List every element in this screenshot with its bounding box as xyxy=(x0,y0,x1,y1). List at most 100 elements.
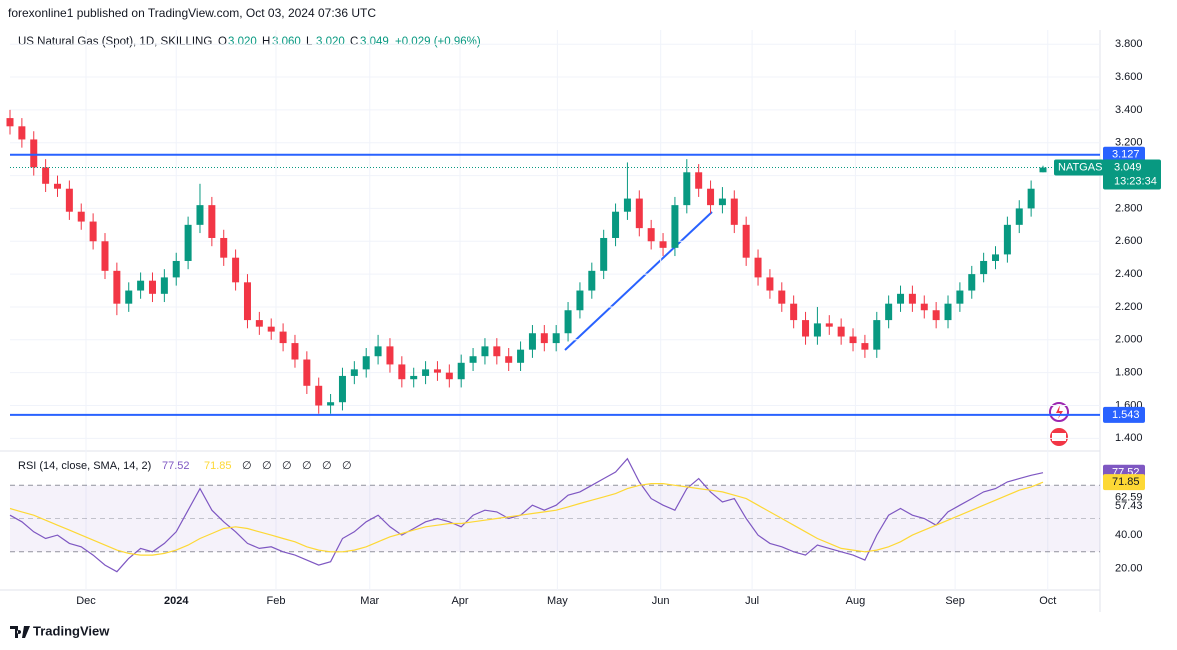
candle-body xyxy=(980,260,988,275)
candle-body xyxy=(89,221,97,242)
candle-body xyxy=(576,290,584,311)
x-tick-label: 2024 xyxy=(164,595,189,607)
indicator-value: 77.52 xyxy=(162,460,190,472)
candle-body xyxy=(208,205,216,238)
y-tick-label: 1.400 xyxy=(1115,432,1143,444)
x-tick-label: Feb xyxy=(266,595,285,607)
indicator-symbol: ∅ xyxy=(282,460,292,472)
candle-body xyxy=(992,254,1000,261)
candle-body xyxy=(410,375,418,380)
candle-body xyxy=(825,323,833,327)
countdown: 13:23:34 xyxy=(1114,175,1157,187)
candle-body xyxy=(303,359,311,386)
candle-body xyxy=(1003,224,1011,255)
candle-body xyxy=(695,172,703,189)
candle-body xyxy=(861,343,869,350)
x-tick-label: Apr xyxy=(451,595,468,607)
alert-icons xyxy=(1049,402,1069,446)
rsi-band-fill xyxy=(10,485,1100,552)
candle-body xyxy=(398,364,406,380)
candle-body xyxy=(1027,188,1035,209)
indicator-value: 71.85 xyxy=(204,460,232,472)
indicator-symbol: ∅ xyxy=(302,460,312,472)
y-tick-label: 2.000 xyxy=(1115,334,1143,346)
candle-body xyxy=(635,198,643,229)
level-label-bg xyxy=(1103,146,1145,163)
candle-body xyxy=(445,372,453,380)
candle-body xyxy=(125,290,133,304)
candle-body xyxy=(754,257,762,278)
indicator-axis-label: 71.85 xyxy=(1112,476,1140,488)
y-tick-label: 3.600 xyxy=(1115,71,1143,83)
ohlc-legend: O 3.020 H 3.060 L 3.020 C 3.049 xyxy=(218,36,389,48)
candle-body xyxy=(422,369,430,376)
candle-body xyxy=(469,356,477,363)
y-tick-label: 3.800 xyxy=(1115,38,1143,50)
candle-body xyxy=(172,260,180,278)
symbol-tag-bg xyxy=(1054,159,1104,176)
candle-body xyxy=(1039,167,1047,173)
candle-body xyxy=(873,320,881,350)
level-label-bg xyxy=(1103,406,1145,423)
level-label: 3.127 xyxy=(1112,149,1140,161)
candle-body xyxy=(243,282,251,321)
candle-body xyxy=(113,270,121,304)
candle-body xyxy=(30,139,38,168)
candle-body xyxy=(350,369,358,376)
candle-body xyxy=(6,118,14,127)
candle-body xyxy=(267,326,275,332)
level-label: 1.543 xyxy=(1112,409,1140,421)
y-tick-label: 2.800 xyxy=(1115,202,1143,214)
change: +0.029 (+0.96%) xyxy=(395,36,481,48)
ohlc-value: 3.020 xyxy=(228,36,257,48)
published-line: forexonline1 published on TradingView.co… xyxy=(8,6,376,20)
y-tick-label: 20.00 xyxy=(1115,562,1143,574)
y-tick-label: 40.00 xyxy=(1115,529,1143,541)
candle-body xyxy=(481,346,489,357)
indicator-symbol: ∅ xyxy=(262,460,272,472)
candle-body xyxy=(944,303,952,321)
trend-line xyxy=(564,211,713,351)
y-tick-label: 1.800 xyxy=(1115,367,1143,379)
candle-body xyxy=(137,280,145,291)
indicator-line xyxy=(9,481,1044,556)
candle-body xyxy=(232,257,240,283)
indicator-symbol: ∅ xyxy=(342,460,352,472)
ohlc-value: 3.020 xyxy=(316,36,345,48)
candle-body xyxy=(612,211,620,238)
x-tick-label: May xyxy=(547,595,568,607)
x-tick-label: Oct xyxy=(1039,595,1056,607)
candle-body xyxy=(528,333,536,350)
ohlc-value: 3.060 xyxy=(272,36,301,48)
candle-body xyxy=(18,126,26,140)
last-price-bg xyxy=(1103,159,1161,190)
candle-body xyxy=(968,274,976,291)
candle-body xyxy=(315,385,323,406)
indicator-title: RSI (14, close, SMA, 14, 2) xyxy=(18,460,151,472)
candle-body xyxy=(493,346,501,357)
candle-body xyxy=(220,237,228,258)
indicator-line xyxy=(9,457,1044,573)
candle-body xyxy=(552,333,560,344)
candle-body xyxy=(790,303,798,321)
candle-body xyxy=(196,205,204,225)
candle-body xyxy=(588,270,596,291)
candle-body xyxy=(956,290,964,304)
candle-body xyxy=(457,362,465,380)
candle-body xyxy=(42,167,50,184)
y-tick-label: 3.400 xyxy=(1115,104,1143,116)
ohlc-key: H xyxy=(262,36,270,48)
x-tick-label: Jul xyxy=(745,595,759,607)
candle-body xyxy=(932,310,940,321)
candle-body xyxy=(647,228,655,242)
candle-body xyxy=(291,343,299,360)
candle-body xyxy=(517,349,525,363)
candle-body xyxy=(184,224,192,261)
candle-body xyxy=(766,277,774,291)
candle-body xyxy=(148,280,156,294)
x-tick-label: Aug xyxy=(846,595,866,607)
candle-body xyxy=(564,310,572,334)
footer-brand: TradingView xyxy=(33,623,110,638)
candle-body xyxy=(920,303,928,311)
